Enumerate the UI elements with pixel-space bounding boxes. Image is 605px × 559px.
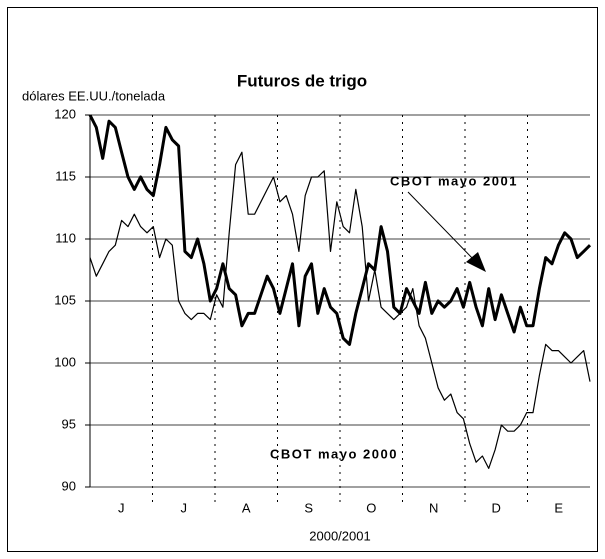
- arrow-head: [466, 252, 486, 272]
- series-line: [88, 114, 592, 346]
- x-tick-label: O: [366, 500, 376, 515]
- x-tick-label: S: [304, 500, 313, 515]
- y-tick-label: 95: [62, 416, 76, 431]
- y-tick-label: 100: [54, 354, 76, 369]
- x-tick-label: E: [554, 500, 563, 515]
- x-tick-label: J: [181, 500, 188, 515]
- x-tick-label: J: [118, 500, 125, 515]
- x-axis-label: 2000/2001: [309, 528, 370, 543]
- y-tick-label: 110: [55, 230, 76, 245]
- y-tick-label: 90: [62, 478, 76, 493]
- annotation: CBOT mayo 2000: [270, 446, 398, 461]
- annotation-arrow: [407, 191, 477, 263]
- x-tick-label: A: [242, 500, 251, 515]
- x-tick-label: D: [492, 500, 501, 515]
- series-line: [89, 151, 591, 469]
- y-tick-label: 105: [54, 292, 76, 307]
- y-tick-label: 115: [55, 168, 76, 183]
- y-tick-label: 120: [54, 106, 76, 121]
- y-axis-label: dólares EE.UU./tonelada: [22, 88, 166, 103]
- annotation: CBOT mayo 2001: [390, 173, 518, 188]
- chart-title: Futuros de trigo: [237, 71, 367, 90]
- chart-frame: [7, 7, 598, 552]
- x-tick-label: N: [429, 500, 438, 515]
